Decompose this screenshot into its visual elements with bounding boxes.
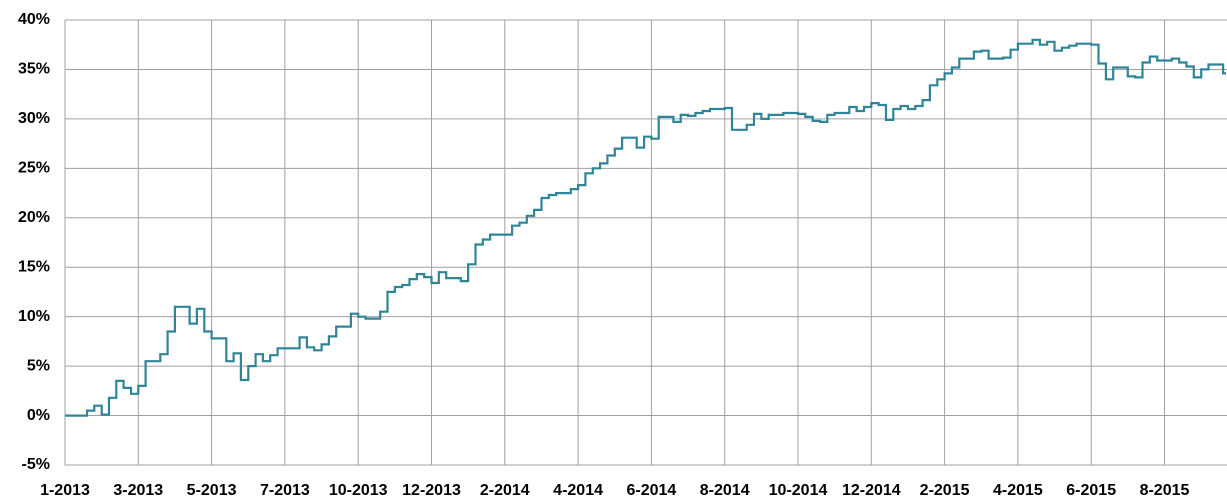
x-tick-label: 12-2014 — [842, 482, 901, 499]
y-tick-label: 40% — [18, 11, 50, 28]
y-tick-label: 30% — [18, 110, 50, 127]
x-tick-label: 3-2013 — [113, 482, 163, 499]
y-tick-label: -5% — [22, 456, 50, 473]
y-tick-label: 0% — [27, 407, 50, 424]
y-tick-label: 10% — [18, 308, 50, 325]
x-tick-label: 2-2015 — [920, 482, 970, 499]
x-tick-label: 1-2013 — [40, 482, 90, 499]
y-tick-label: 35% — [18, 61, 50, 78]
y-tick-label: 25% — [18, 160, 50, 177]
x-tick-label: 12-2013 — [402, 482, 461, 499]
x-tick-label: 2-2014 — [480, 482, 530, 499]
x-tick-label: 10-2014 — [769, 482, 828, 499]
x-tick-label: 4-2015 — [993, 482, 1043, 499]
x-tick-label: 5-2013 — [187, 482, 237, 499]
x-tick-label: 4-2014 — [553, 482, 603, 499]
data-line — [65, 38, 1226, 417]
x-tick-label: 8-2014 — [700, 482, 750, 499]
y-tick-label: 15% — [18, 258, 50, 275]
x-tick-label: 10-2013 — [329, 482, 388, 499]
x-tick-label: 7-2013 — [260, 482, 310, 499]
x-tick-label: 8-2015 — [1140, 482, 1190, 499]
x-tick-label: 6-2015 — [1066, 482, 1116, 499]
y-tick-label: 20% — [18, 209, 50, 226]
y-tick-label: 5% — [27, 357, 50, 374]
x-tick-label: 6-2014 — [626, 482, 676, 499]
